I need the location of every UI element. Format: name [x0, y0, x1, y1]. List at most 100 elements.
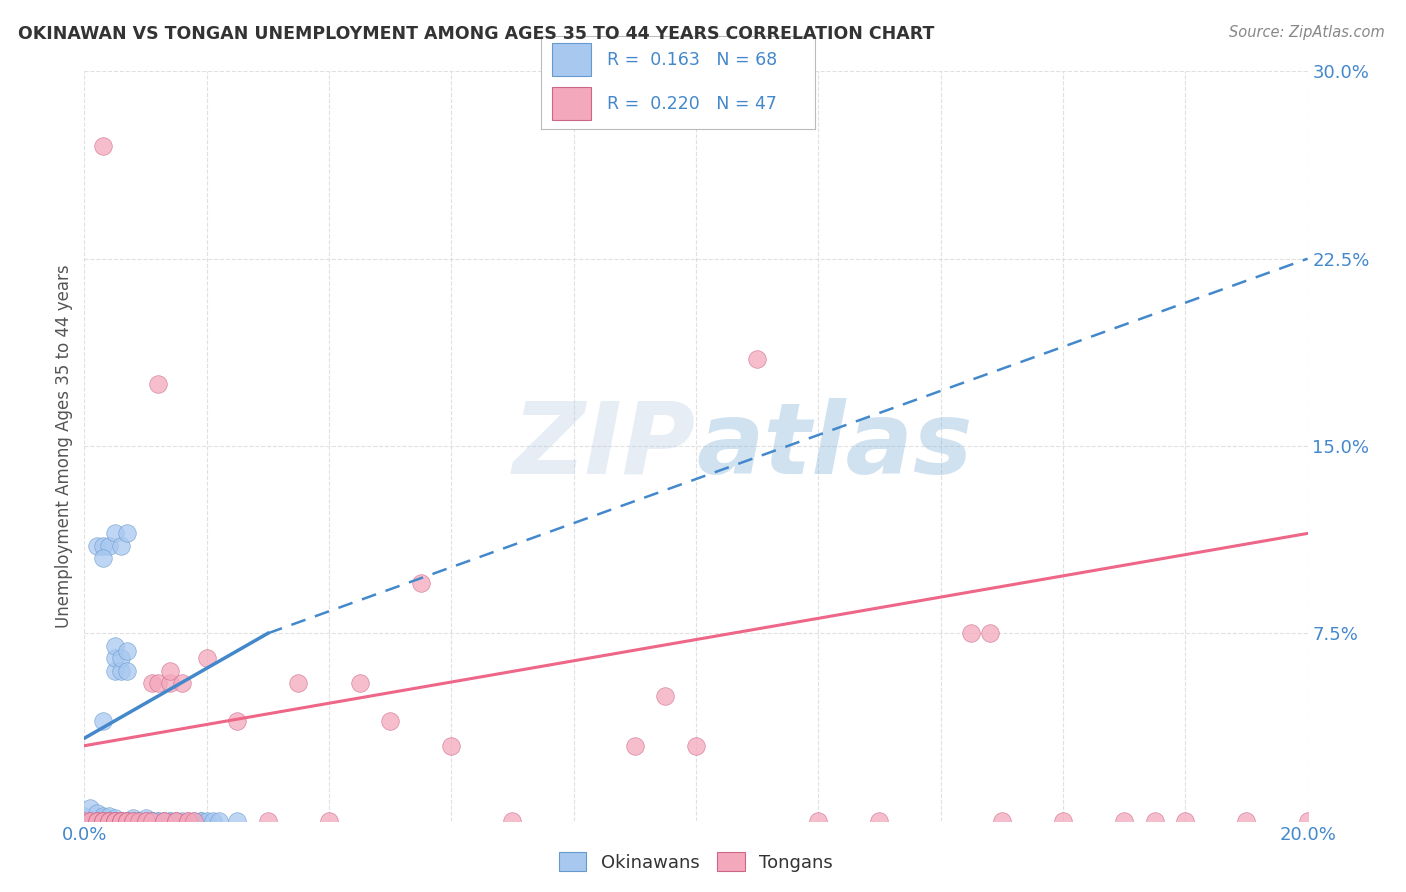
Point: [141, 814, 163, 828]
Point: [135, 814, 157, 828]
Point: [97, 539, 120, 553]
Point: [128, 814, 150, 828]
Point: [79, 801, 101, 815]
Point: [97, 808, 120, 822]
Point: [110, 814, 132, 828]
Point: [1236, 814, 1258, 828]
Point: [91, 814, 114, 828]
Point: [91, 814, 114, 828]
Point: [104, 814, 127, 828]
Point: [153, 814, 176, 828]
Point: [318, 814, 340, 828]
Point: [146, 676, 169, 690]
Point: [104, 814, 127, 828]
Point: [128, 814, 150, 828]
Point: [146, 376, 169, 391]
Point: [869, 814, 891, 828]
Point: [104, 814, 127, 828]
Point: [79, 814, 101, 828]
Point: [159, 664, 181, 678]
Text: R =  0.220   N = 47: R = 0.220 N = 47: [607, 95, 778, 112]
Point: [128, 814, 150, 828]
Point: [177, 814, 200, 828]
Point: [208, 814, 231, 828]
Point: [183, 814, 205, 828]
Point: [104, 811, 127, 825]
Point: [409, 576, 432, 591]
Point: [380, 714, 402, 728]
Point: [91, 814, 114, 828]
Point: [73, 814, 96, 828]
Point: [86, 539, 108, 553]
Point: [440, 739, 463, 753]
Point: [122, 814, 145, 828]
Point: [86, 814, 108, 828]
Point: [104, 814, 127, 828]
Point: [183, 814, 205, 828]
Point: [153, 814, 176, 828]
Point: [73, 814, 96, 828]
Point: [159, 814, 181, 828]
Point: [257, 814, 280, 828]
Point: [91, 539, 114, 553]
Point: [104, 664, 127, 678]
Point: [91, 814, 114, 828]
Point: [115, 814, 138, 828]
Point: [195, 814, 218, 828]
Text: OKINAWAN VS TONGAN UNEMPLOYMENT AMONG AGES 35 TO 44 YEARS CORRELATION CHART: OKINAWAN VS TONGAN UNEMPLOYMENT AMONG AG…: [18, 25, 935, 43]
Point: [91, 814, 114, 828]
Point: [110, 651, 132, 665]
Point: [177, 814, 200, 828]
Point: [110, 539, 132, 553]
Point: [104, 814, 127, 828]
Point: [807, 814, 830, 828]
Point: [104, 651, 127, 665]
Point: [104, 639, 127, 653]
Point: [201, 814, 224, 828]
Point: [91, 814, 114, 828]
Point: [960, 626, 983, 640]
Point: [91, 139, 114, 153]
Point: [97, 814, 120, 828]
Point: [115, 814, 138, 828]
Point: [135, 814, 157, 828]
Point: [190, 814, 212, 828]
Point: [91, 811, 114, 825]
Point: [153, 814, 176, 828]
Point: [97, 814, 120, 828]
Point: [115, 814, 138, 828]
Point: [146, 814, 169, 828]
Point: [122, 814, 145, 828]
Text: ZIP: ZIP: [513, 398, 696, 494]
Point: [128, 814, 150, 828]
Point: [165, 814, 187, 828]
Point: [115, 644, 138, 658]
Point: [110, 814, 132, 828]
Point: [135, 814, 157, 828]
Point: [1052, 814, 1074, 828]
Point: [159, 814, 181, 828]
Point: [97, 814, 120, 828]
Bar: [553, 43, 591, 76]
Point: [172, 814, 194, 828]
Text: R =  0.163   N = 68: R = 0.163 N = 68: [607, 51, 778, 69]
Point: [104, 814, 127, 828]
Point: [79, 814, 101, 828]
Point: [165, 814, 187, 828]
Point: [135, 811, 157, 825]
Point: [86, 806, 108, 821]
Point: [91, 551, 114, 566]
Point: [115, 664, 138, 678]
Point: [190, 814, 212, 828]
Point: [110, 814, 132, 828]
Point: [141, 676, 163, 690]
Bar: [553, 87, 591, 120]
Point: [141, 814, 163, 828]
Point: [172, 676, 194, 690]
Point: [128, 814, 150, 828]
Point: [86, 814, 108, 828]
Point: [502, 814, 524, 828]
Point: [79, 814, 101, 828]
Point: [86, 814, 108, 828]
Text: Source: ZipAtlas.com: Source: ZipAtlas.com: [1229, 25, 1385, 40]
